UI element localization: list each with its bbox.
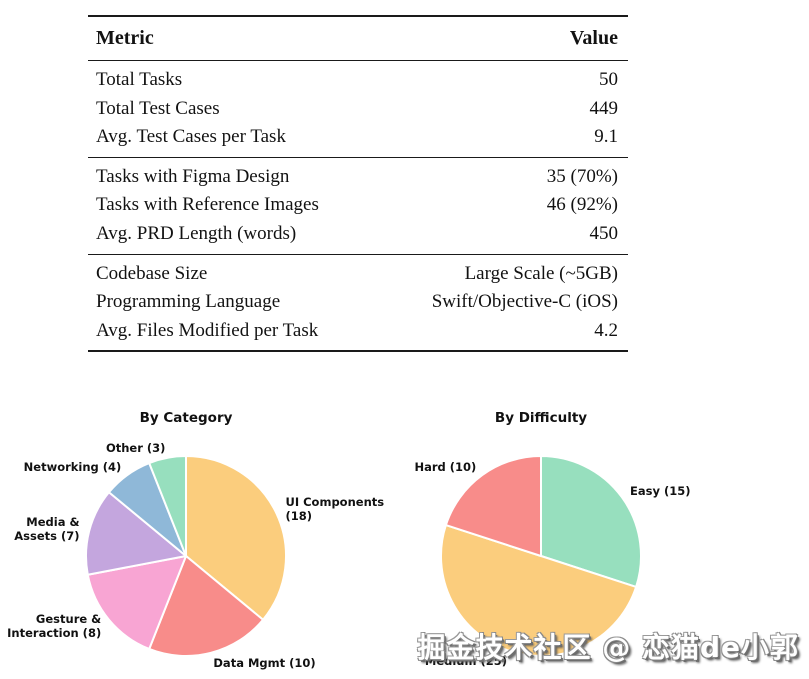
pie-slice-media-assets	[85, 491, 187, 576]
pie-label-networking: Networking (4)	[23, 460, 122, 474]
value-cell: 450	[589, 222, 619, 244]
value-cell: Swift/Objective-C (iOS)	[431, 291, 618, 313]
metric-cell: Avg. PRD Length (words)	[96, 222, 297, 244]
value-cell: 4.2	[594, 319, 618, 341]
pie-slice-medium	[440, 524, 638, 657]
chart-title-by-difficulty: By Difficulty	[494, 410, 588, 426]
table-row: Tasks with Figma Design 35 (70%)	[88, 163, 628, 192]
pie-label-easy: Easy (15)	[630, 484, 691, 499]
table-row: Tasks with Reference Images 46 (92%)	[88, 191, 628, 220]
metric-cell: Total Tasks	[96, 69, 183, 90]
pie-label-hard: Hard (10)	[414, 460, 477, 474]
pie-label-media-assets: Media & Assets (7)	[14, 514, 80, 543]
chart-title-by-category: By Category	[139, 410, 233, 426]
table-header-metric: Metric	[96, 27, 154, 49]
pie-slice-ui-components	[185, 455, 287, 621]
pie-slice-easy	[540, 455, 642, 588]
value-cell: 35 (70%)	[546, 165, 618, 187]
pie-label-medium: Medium (25)	[424, 653, 507, 668]
pie-slice-data-mgmt	[148, 555, 265, 657]
table-row: Programming Language Swift/Objective-C (i…	[88, 288, 628, 317]
metric-cell: Total Test Cases	[96, 97, 220, 119]
table-group-2: Tasks with Figma Design 35 (70%) Tasks wit…	[88, 158, 628, 255]
table-row: Avg. PRD Length (words) 450	[88, 220, 628, 249]
table-row: Avg. Files Modified per Task 4.2	[88, 317, 628, 346]
pie-label-ui-components: UI Components (18)	[285, 495, 385, 524]
pie-label-other: Other (3)	[105, 440, 166, 455]
metric-cell: Tasks with Figma Design	[96, 165, 290, 187]
metrics-table: Metric Value Total Tasks 50 Total Test Cas…	[88, 15, 628, 353]
metric-cell: Tasks with Reference Images	[96, 194, 319, 216]
metric-cell: Avg. Files Modified per Task	[96, 319, 319, 341]
pie-svg-by-difficulty	[440, 455, 642, 657]
value-cell: 449	[589, 97, 619, 119]
pie-chart-by-category: By Category UI Components (18) Data Mgmt …	[0, 390, 410, 679]
table-header-row: Metric Value	[88, 15, 628, 61]
pie-chart-by-difficulty: By Difficulty Easy (15) Medium (25) Hard (…	[410, 390, 809, 679]
pie-slice-gesture-interaction	[86, 555, 187, 650]
value-cell: 46 (92%)	[546, 194, 618, 216]
table-group-1: Total Tasks 50 Total Test Cases 449 Avg. Tes…	[88, 61, 628, 158]
metric-cell: Programming Language	[96, 291, 281, 313]
table-row: Codebase Size Large Scale (~5GB)	[88, 260, 628, 289]
pie-slice-hard	[444, 455, 542, 557]
table-header-value: Value	[569, 27, 618, 49]
table-row: Total Tasks 50	[88, 66, 628, 95]
table-group-3: Codebase Size Large Scale (~5GB) Programmi…	[88, 255, 628, 353]
pie-label-data-mgmt: Data Mgmt (10)	[213, 655, 316, 670]
table-row: Total Test Cases 449	[88, 95, 628, 124]
pie-slice-other	[148, 455, 187, 557]
pie-label-gesture-interaction: Gesture & Interaction (8)	[7, 612, 102, 641]
metric-cell: Avg. Test Cases per Task	[96, 126, 286, 148]
value-cell: 9.1	[594, 126, 618, 148]
metric-cell: Codebase Size	[96, 262, 208, 284]
value-cell: 50	[599, 69, 618, 90]
table-row: Avg. Test Cases per Task 9.1	[88, 123, 628, 152]
watermark-text: 掘金技术社区 @ 恋猫de小郭	[417, 631, 799, 664]
value-cell: Large Scale (~5GB)	[464, 262, 618, 284]
pie-svg-by-category	[85, 455, 287, 657]
